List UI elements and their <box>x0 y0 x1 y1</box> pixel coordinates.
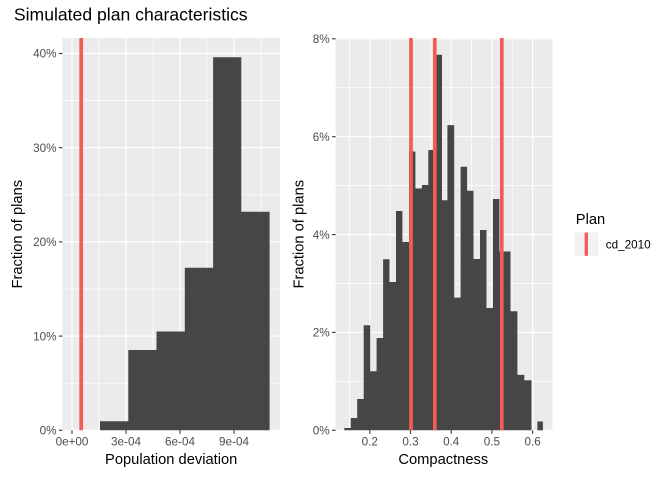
svg-text:0.3: 0.3 <box>402 436 418 449</box>
svg-text:4%: 4% <box>313 229 330 242</box>
svg-text:6e-04: 6e-04 <box>165 436 195 449</box>
svg-text:0%: 0% <box>40 425 57 438</box>
svg-text:30%: 30% <box>33 142 56 155</box>
svg-text:3e-04: 3e-04 <box>111 436 141 449</box>
svg-text:0%: 0% <box>313 425 330 438</box>
svg-text:6%: 6% <box>313 131 330 144</box>
svg-text:2%: 2% <box>313 327 330 340</box>
svg-text:0.6: 0.6 <box>524 436 540 449</box>
svg-text:0.2: 0.2 <box>362 436 378 449</box>
svg-text:10%: 10% <box>33 330 56 343</box>
svg-text:Population deviation: Population deviation <box>105 452 237 468</box>
svg-text:9e-04: 9e-04 <box>219 436 249 449</box>
svg-text:0.4: 0.4 <box>443 436 460 449</box>
svg-text:Simulated plan characteristics: Simulated plan characteristics <box>14 5 248 25</box>
svg-text:40%: 40% <box>33 48 56 61</box>
svg-text:20%: 20% <box>33 236 56 249</box>
svg-text:8%: 8% <box>313 33 330 46</box>
svg-text:cd_2010: cd_2010 <box>606 238 651 251</box>
svg-text:Fraction of plans: Fraction of plans <box>10 180 26 289</box>
svg-text:0e+00: 0e+00 <box>56 436 89 449</box>
svg-text:0.5: 0.5 <box>484 436 501 449</box>
svg-text:Plan: Plan <box>576 212 605 228</box>
svg-text:Fraction of plans: Fraction of plans <box>292 180 308 289</box>
svg-text:Compactness: Compactness <box>398 452 488 468</box>
